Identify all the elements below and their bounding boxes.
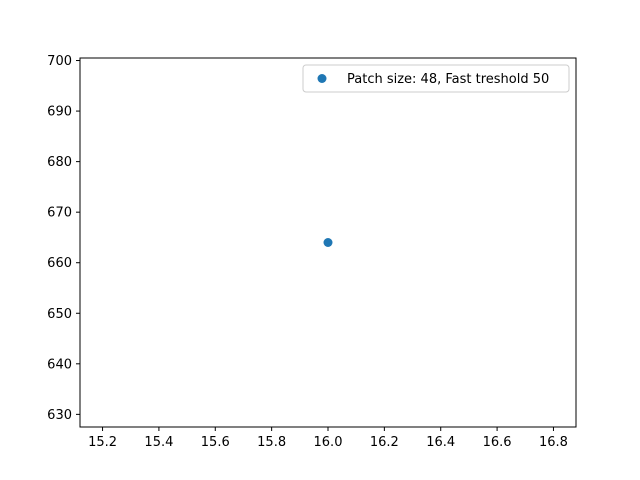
y-tick-label: 680	[47, 155, 72, 170]
x-tick-label: 16.0	[314, 435, 343, 450]
x-tick-label: 15.8	[257, 435, 286, 450]
data-point	[323, 238, 333, 247]
data-points	[323, 238, 333, 247]
x-tick-label: 15.4	[144, 435, 173, 450]
y-axis: 630 640 650 660 670 680 690 700	[47, 54, 80, 423]
legend-box	[302, 64, 570, 93]
y-tick-label: 700	[47, 54, 72, 69]
x-tick-label: 16.6	[483, 435, 512, 450]
y-tick-label: 660	[47, 256, 72, 271]
legend-label: Patch size: 48, Fast treshold 50	[347, 72, 549, 87]
y-tick-label: 670	[47, 206, 72, 221]
x-axis: 15.2 15.4 15.6 15.8 16.0 16.2 16.4 16.6 16.8	[88, 427, 568, 450]
y-tick-label: 630	[47, 408, 72, 423]
x-tick-label: 15.6	[201, 435, 230, 450]
x-tick-label: 16.4	[426, 435, 455, 450]
x-tick-label: 16.8	[539, 435, 568, 450]
legend-marker	[317, 74, 327, 83]
x-tick-label: 15.2	[88, 435, 117, 450]
x-tick-label: 16.2	[370, 435, 399, 450]
y-tick-label: 690	[47, 105, 72, 120]
legend: Patch size: 48, Fast treshold 50	[302, 64, 570, 93]
y-tick-label: 640	[47, 357, 72, 372]
y-tick-label: 650	[47, 307, 72, 322]
